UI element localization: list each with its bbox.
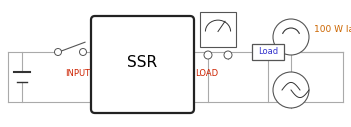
Text: SSR: SSR <box>127 55 158 70</box>
Circle shape <box>273 72 309 108</box>
Text: 100 W lamp: 100 W lamp <box>314 25 351 34</box>
Circle shape <box>204 51 212 59</box>
FancyBboxPatch shape <box>91 16 194 113</box>
Text: Load: Load <box>258 47 278 57</box>
Bar <box>252 44 284 60</box>
Circle shape <box>273 19 309 55</box>
Circle shape <box>79 49 86 55</box>
Text: INPUT: INPUT <box>65 69 90 78</box>
Circle shape <box>224 51 232 59</box>
Circle shape <box>54 49 61 55</box>
Bar <box>200 12 236 47</box>
Text: LOAD: LOAD <box>195 69 218 78</box>
